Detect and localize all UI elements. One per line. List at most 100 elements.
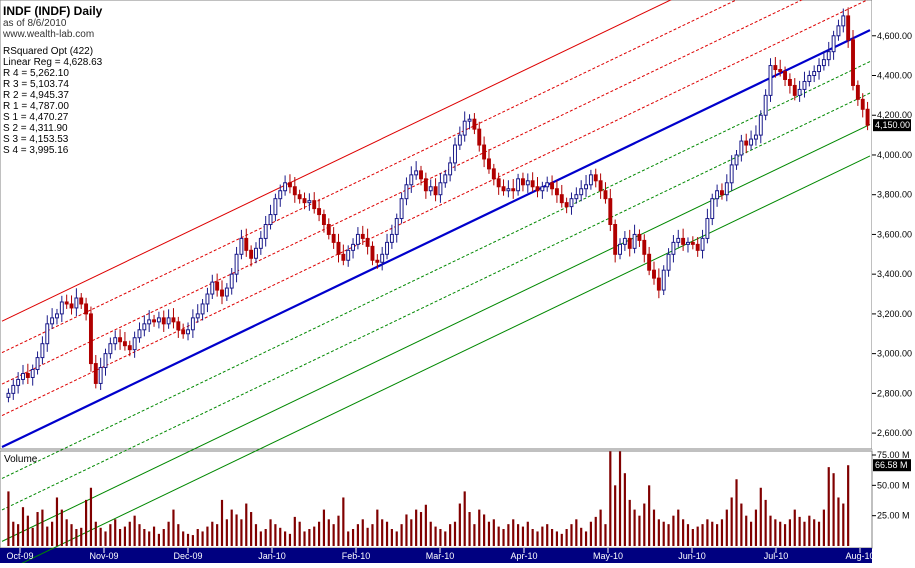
volume-tick-label: 25.00 M <box>877 511 910 521</box>
last-price-label: 4,150.00 <box>875 120 910 130</box>
candle-body <box>438 182 443 196</box>
volume-bar <box>114 519 117 546</box>
volume-bar <box>75 529 78 546</box>
candle-body <box>171 317 176 323</box>
volume-bar <box>94 521 97 546</box>
x-axis-band <box>0 548 872 563</box>
volume-bar <box>779 521 782 546</box>
volume-bar <box>376 509 379 546</box>
volume-bar <box>827 467 830 546</box>
price-tick-label: 4,200.00 <box>877 110 912 120</box>
volume-bar <box>672 515 675 546</box>
candle-body <box>836 25 841 37</box>
volume-bar <box>152 526 156 546</box>
volume-bar <box>604 524 607 546</box>
candle-body <box>326 224 331 235</box>
price-tick-label: 3,800.00 <box>877 190 912 200</box>
band-s4 <box>10 155 871 568</box>
candle-body <box>258 237 263 249</box>
candlestick-series <box>6 7 870 403</box>
candle-body <box>501 186 506 192</box>
volume-bar <box>594 516 597 546</box>
candle-body <box>152 319 157 323</box>
volume-bar <box>322 509 326 546</box>
volume-bar <box>366 527 369 546</box>
price-tick-label: 3,600.00 <box>877 229 912 239</box>
volume-bar <box>400 524 403 546</box>
volume-tick-label: 50.00 M <box>877 480 910 490</box>
volume-bar <box>526 521 529 546</box>
volume-bar <box>584 531 588 546</box>
volume-series <box>7 451 850 546</box>
volume-bar <box>245 503 248 546</box>
candle-body <box>375 259 380 263</box>
candle-body <box>632 233 637 249</box>
candle-body <box>676 237 681 243</box>
legend-indicator: RSquared Opt (422) <box>3 46 94 57</box>
candle-body <box>613 224 618 255</box>
candle-body <box>161 317 166 325</box>
volume-bar <box>817 521 821 546</box>
candle-body <box>156 317 161 323</box>
volume-bar <box>70 524 73 546</box>
band-r2 <box>1 0 803 385</box>
volume-bar <box>162 529 165 546</box>
candle-body <box>428 186 433 192</box>
candle-body <box>122 341 127 347</box>
volume-bar <box>434 526 437 546</box>
candle-body <box>715 190 720 200</box>
candle-body <box>652 269 656 279</box>
volume-bar <box>405 514 408 546</box>
candle-body <box>341 253 346 261</box>
candle-body <box>535 186 540 192</box>
candle-body <box>695 243 700 251</box>
volume-bar <box>749 521 753 546</box>
volume-bar <box>667 524 670 546</box>
candle-body <box>841 15 846 27</box>
candle-body <box>812 71 817 77</box>
candle-body <box>307 200 312 204</box>
candle-body <box>297 194 302 200</box>
volume-bar <box>7 491 10 546</box>
date-axis: Oct-09 Nov-09 Dec-09 Jan-10 Feb-10 Mar-10 Apr-… <box>6 548 875 561</box>
candle-body <box>647 253 652 271</box>
legend-s1: S 1 = 4,470.27 <box>3 112 69 123</box>
volume-bar <box>555 531 559 546</box>
candle-body <box>79 297 84 305</box>
volume-bar <box>458 503 461 546</box>
price-tick-label: 2,800.00 <box>877 388 912 398</box>
candle-body <box>200 303 205 315</box>
volume-bar <box>259 531 262 546</box>
candle-body <box>6 392 11 398</box>
volume-bar <box>250 512 253 546</box>
candle-body <box>608 198 613 225</box>
candle-body <box>132 337 137 351</box>
candle-body <box>355 233 360 245</box>
volume-bar <box>565 529 568 546</box>
volume-bar <box>589 521 592 546</box>
candle-body <box>55 313 59 319</box>
volume-bar <box>696 526 699 546</box>
volume-bar <box>381 519 384 546</box>
candle-body <box>749 138 754 146</box>
volume-bar <box>463 491 466 546</box>
volume-bar <box>507 524 510 546</box>
candle-body <box>831 35 836 53</box>
volume-bar <box>211 521 214 546</box>
candle-body <box>705 218 710 239</box>
volume-bar <box>128 521 131 546</box>
candle-body <box>496 178 501 188</box>
volume-bar <box>269 519 272 546</box>
candle-body <box>423 178 428 192</box>
volume-bar <box>764 499 767 546</box>
volume-bar <box>691 529 694 546</box>
volume-axis: 25.00 M 50.00 M 75.00 M <box>872 450 910 521</box>
candle-body <box>487 158 491 170</box>
volume-bar <box>754 509 758 546</box>
candle-body <box>763 94 768 116</box>
candle-body <box>346 249 351 261</box>
candle-body <box>287 182 292 188</box>
candle-body <box>414 170 419 176</box>
candle-body <box>462 120 467 136</box>
volume-bar <box>575 519 578 546</box>
